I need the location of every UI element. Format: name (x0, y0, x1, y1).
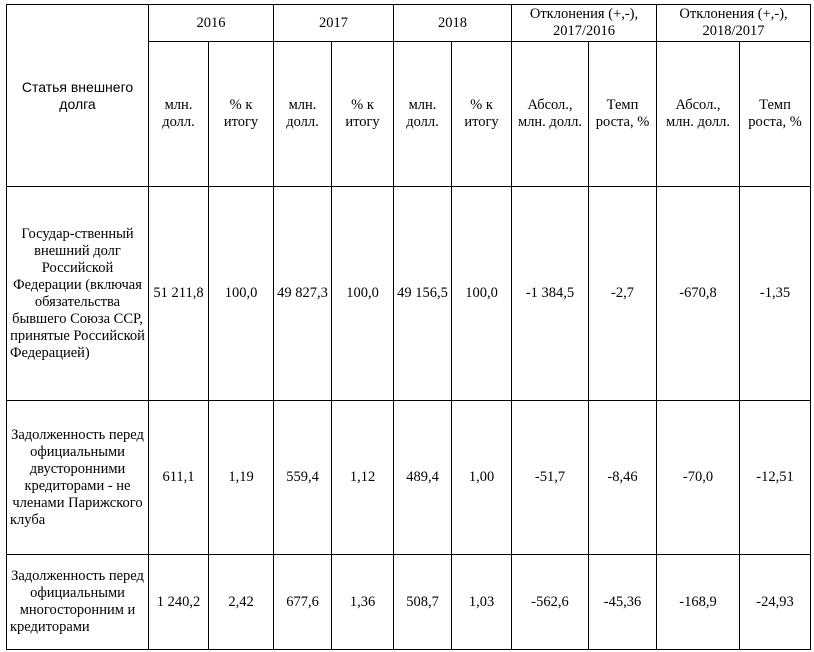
table-row: Государ-ственный внешний долг Российской… (6, 186, 812, 401)
value-2017: 677,6 (273, 554, 332, 650)
pct-2017: 1,36 (331, 554, 394, 650)
rate-2018-2017: -1,35 (739, 186, 812, 401)
abs-deviation-2017-2016: -1 384,5 (511, 186, 589, 401)
value-2016: 1 240,2 (148, 554, 209, 650)
year-header-2016: 2016 (148, 4, 274, 42)
pct-2018: 1,03 (451, 554, 512, 650)
unit-header-mln: млн. долл. (393, 41, 452, 187)
value-2017: 559,4 (273, 400, 332, 555)
unit-header-abs: Абсол., млн. долл. (656, 41, 741, 187)
abs-deviation-2018-2017: -168,9 (656, 554, 741, 650)
abs-deviation-2017-2016: -562,6 (511, 554, 589, 650)
pct-2017: 1,12 (331, 400, 394, 555)
abs-deviation-2018-2017: -70,0 (656, 400, 741, 555)
pct-2016: 2,42 (208, 554, 274, 650)
value-2016: 51 211,8 (148, 186, 209, 401)
rate-2017-2016: -8,46 (587, 400, 658, 555)
deviation-header-2018-2017: Отклонения (+,-), 2018/2017 (656, 4, 812, 42)
pct-2018: 100,0 (451, 186, 512, 401)
rate-2018-2017: -12,51 (739, 400, 812, 555)
abs-deviation-2017-2016: -51,7 (511, 400, 589, 555)
unit-header-pct: % к итогу (331, 41, 394, 187)
deviation-header-2017-2016: Отклонения (+,-), 2017/2016 (510, 4, 658, 42)
row-label: Задолженность перед официальными двустор… (6, 400, 149, 555)
value-2018: 508,7 (393, 554, 452, 650)
pct-2016: 100,0 (208, 186, 274, 401)
year-header-2017: 2017 (273, 4, 394, 42)
pct-2018: 1,00 (451, 400, 512, 555)
abs-deviation-2018-2017: -670,8 (656, 186, 741, 401)
unit-header-mln: млн. долл. (273, 41, 332, 187)
value-2016: 611,1 (148, 400, 209, 555)
value-2018: 49 156,5 (393, 186, 452, 401)
table-row: Задолженность перед официальными многост… (6, 554, 812, 650)
value-2017: 49 827,3 (273, 186, 332, 401)
row-label: Задолженность перед официальными многост… (6, 554, 149, 650)
pct-2017: 100,0 (331, 186, 394, 401)
value-2018: 489,4 (393, 400, 452, 555)
rate-2017-2016: -2,7 (587, 186, 658, 401)
row-header-cell: Статья внешнего долга (6, 4, 149, 187)
row-label: Государ-ственный внешний долг Российской… (6, 186, 149, 401)
header-row-units: млн. долл. % к итогу млн. долл. % к итог… (7, 41, 812, 187)
rate-2017-2016: -45,36 (587, 554, 658, 650)
unit-header-mln: млн. долл. (148, 41, 209, 187)
unit-header-abs: Абсол., млн. долл. (511, 41, 589, 187)
rate-2018-2017: -24,93 (739, 554, 812, 650)
pct-2016: 1,19 (208, 400, 274, 555)
unit-header-rate: Темп роста, % (739, 41, 812, 187)
header-row-years: Статья внешнего долга 2016 2017 2018 Отк… (6, 4, 812, 187)
unit-header-rate: Темп роста, % (587, 41, 658, 187)
year-header-2018: 2018 (393, 4, 512, 42)
unit-header-pct: % к итогу (451, 41, 512, 187)
external-debt-table: Статья внешнего долга 2016 2017 2018 Отк… (6, 4, 812, 650)
table-row: Задолженность перед официальными двустор… (6, 400, 812, 555)
unit-header-pct: % к итогу (208, 41, 274, 187)
